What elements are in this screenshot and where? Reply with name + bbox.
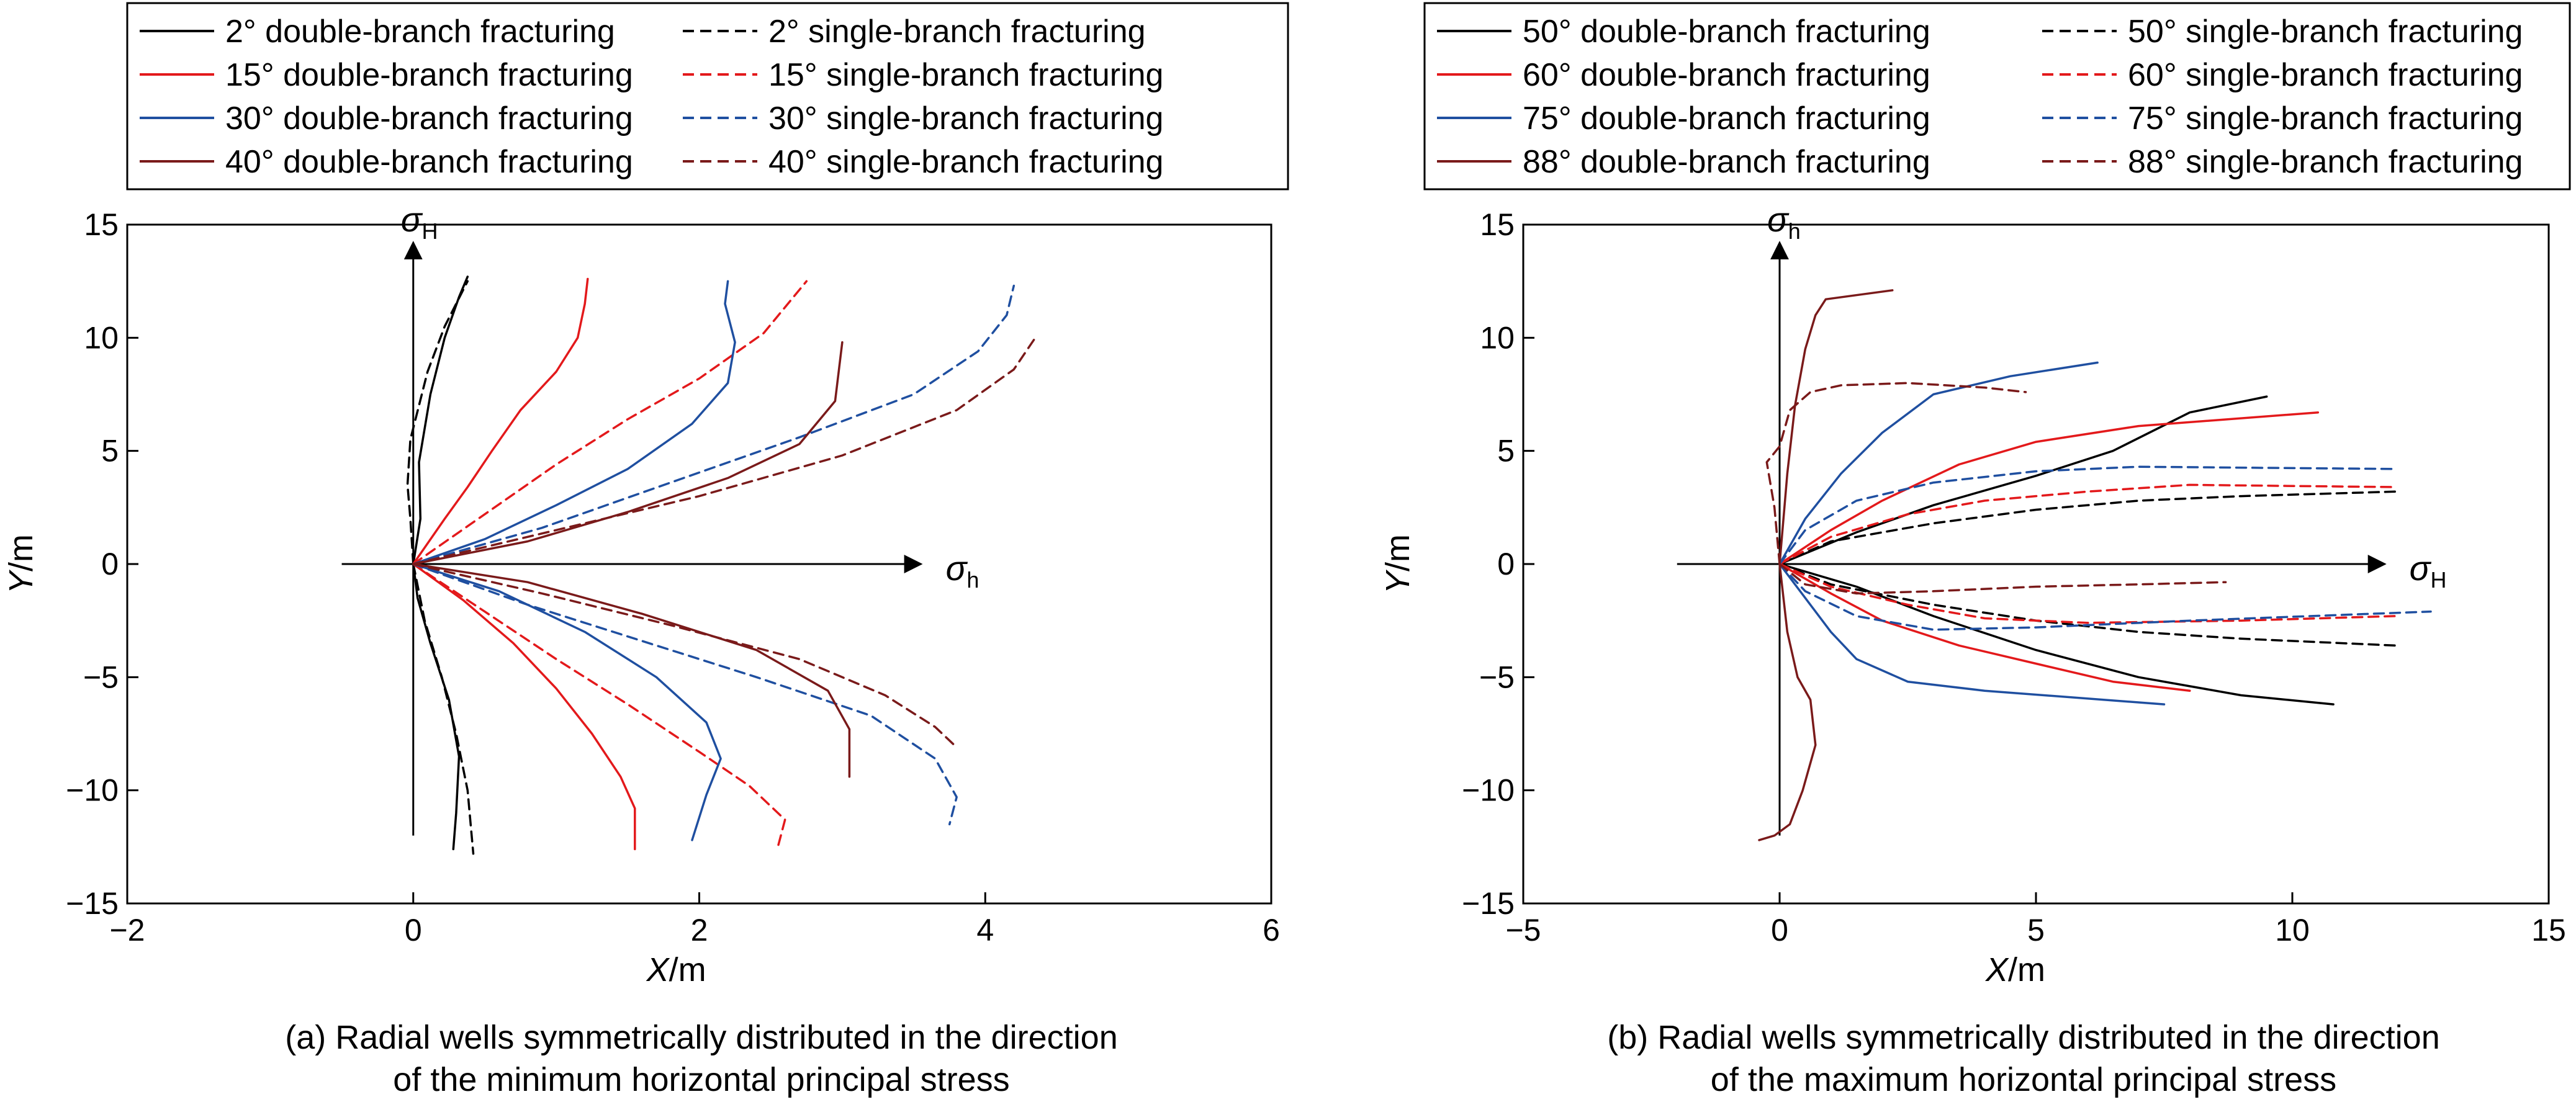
series-line-6-upper	[1778, 465, 2396, 565]
x-axis-label: X/m	[1984, 951, 2045, 988]
y-tick-label: −5	[83, 660, 119, 694]
y-tick-label: 0	[101, 547, 119, 581]
y-tick-label: −10	[1462, 773, 1515, 808]
series-line-5-lower	[1778, 563, 2166, 706]
series-line-8-lower	[1778, 563, 2227, 595]
legend: 50° double-branch fracturing 50° single-b…	[1423, 2, 2571, 190]
series-line-1-upper	[1778, 395, 2268, 565]
series-line-5-upper	[1778, 361, 2099, 565]
series-line-8-lower	[412, 563, 958, 749]
legend-label: 50° double-branch fracturing	[1523, 14, 1930, 50]
legend-label: 60° double-branch fracturing	[1523, 57, 1930, 93]
x-axis-label: X/m	[646, 951, 706, 988]
x-tick-label: 0	[1771, 913, 1788, 948]
legend-label: 60° single-branch fracturing	[2128, 57, 2523, 93]
y-tick-label: 15	[1480, 207, 1515, 242]
y-tick-label: 15	[84, 207, 119, 242]
series-line-4-upper	[412, 280, 808, 565]
series-line-4-lower	[1778, 563, 2396, 624]
series-line-5-lower	[412, 563, 722, 841]
legend-label: 30° single-branch fracturing	[768, 101, 1163, 137]
series-line-1-lower	[1778, 563, 2335, 706]
series-line-4-upper	[1778, 483, 2396, 565]
horizontal-stress-label: σH	[2410, 549, 2447, 593]
legend-label: 75° single-branch fracturing	[2128, 101, 2523, 137]
legend-label: 2° single-branch fracturing	[768, 14, 1146, 50]
legend-box	[1423, 2, 2571, 190]
legend: 2° double-branch fracturing 2° single-bra…	[126, 2, 1289, 190]
y-tick-label: −10	[66, 773, 119, 808]
series-line-4-lower	[412, 563, 786, 848]
y-tick-label: −15	[66, 886, 119, 921]
series-line-2-lower	[1778, 563, 2396, 647]
figure-caption-line: (a) Radial wells symmetrically distribut…	[285, 1019, 1117, 1056]
y-axis-label: Y/m	[2, 534, 40, 594]
series-line-2-upper	[1778, 490, 2396, 565]
series-line-6-lower	[1778, 563, 2432, 631]
legend-label: 2° double-branch fracturing	[225, 14, 615, 50]
x-tick-label: 5	[2027, 913, 2045, 948]
series-line-3-upper	[1778, 411, 2320, 565]
x-tick-label: 10	[2275, 913, 2310, 948]
legend-box	[126, 2, 1289, 190]
figure-caption-line: of the minimum horizontal principal stre…	[393, 1061, 1009, 1098]
series-line-1-upper	[412, 276, 469, 565]
x-tick-label: 15	[2531, 913, 2566, 948]
y-tick-label: 0	[1497, 547, 1515, 581]
x-tick-label: −5	[1505, 913, 1541, 948]
y-tick-label: −15	[1462, 886, 1515, 921]
figure-caption-line: of the maximum horizontal principal stre…	[1711, 1061, 2336, 1098]
series-line-5-upper	[412, 280, 736, 565]
legend-label: 30° double-branch fracturing	[225, 101, 633, 137]
series-line-1-lower	[412, 563, 461, 851]
y-tick-label: 5	[1497, 434, 1515, 468]
series-group	[1758, 289, 2432, 841]
horizontal-stress-label: σh	[946, 549, 980, 593]
chart-b: −5 0 5 10 15 15 10 5 0 −5 −10 −15 X/m Y/m σh σH 50° doub…	[1379, 2, 2571, 1098]
series-line-8-upper	[412, 336, 1037, 565]
series-line-7-lower	[412, 563, 851, 778]
series-line-7-lower	[1758, 563, 1817, 841]
y-tick-label: 10	[84, 320, 119, 355]
x-tick-label: 6	[1263, 913, 1280, 948]
chart-a: −2 0 2 4 6 15 10 5 0 −5 −10 −15 X/m Y/m σH σh 2° double-…	[2, 2, 1289, 1098]
x-tick-label: 0	[405, 913, 422, 948]
legend-label: 15° single-branch fracturing	[768, 57, 1163, 93]
series-line-7-upper	[412, 341, 844, 565]
legend-label: 75° double-branch fracturing	[1523, 101, 1930, 137]
vertical-stress-label: σh	[1767, 200, 1801, 244]
series-line-3-lower	[412, 563, 636, 851]
x-tick-label: −2	[109, 913, 145, 948]
series-line-2-upper	[406, 280, 469, 565]
y-tick-label: 5	[101, 434, 119, 468]
series-line-7-upper	[1778, 289, 1894, 565]
y-axis-label: Y/m	[1379, 534, 1416, 594]
legend-label: 40° single-branch fracturing	[768, 144, 1163, 180]
series-line-3-upper	[412, 277, 589, 565]
y-tick-label: −5	[1479, 660, 1515, 694]
legend-label: 88° single-branch fracturing	[2128, 144, 2523, 180]
series-group	[406, 276, 1037, 855]
series-line-6-upper	[412, 284, 1016, 565]
legend-label: 50° single-branch fracturing	[2128, 14, 2523, 50]
vertical-stress-label: σH	[401, 200, 438, 244]
figure-caption-line: (b) Radial wells symmetrically distribut…	[1607, 1019, 2439, 1056]
x-tick-label: 4	[976, 913, 994, 948]
series-line-8-upper	[1765, 382, 2027, 565]
legend-label: 88° double-branch fracturing	[1523, 144, 1930, 180]
series-line-2-lower	[412, 563, 475, 855]
legend-label: 40° double-branch fracturing	[225, 144, 633, 180]
series-line-3-lower	[1778, 563, 2191, 692]
x-tick-label: 2	[691, 913, 708, 948]
y-tick-label: 10	[1480, 320, 1515, 355]
series-line-6-lower	[412, 563, 958, 826]
legend-label: 15° double-branch fracturing	[225, 57, 633, 93]
